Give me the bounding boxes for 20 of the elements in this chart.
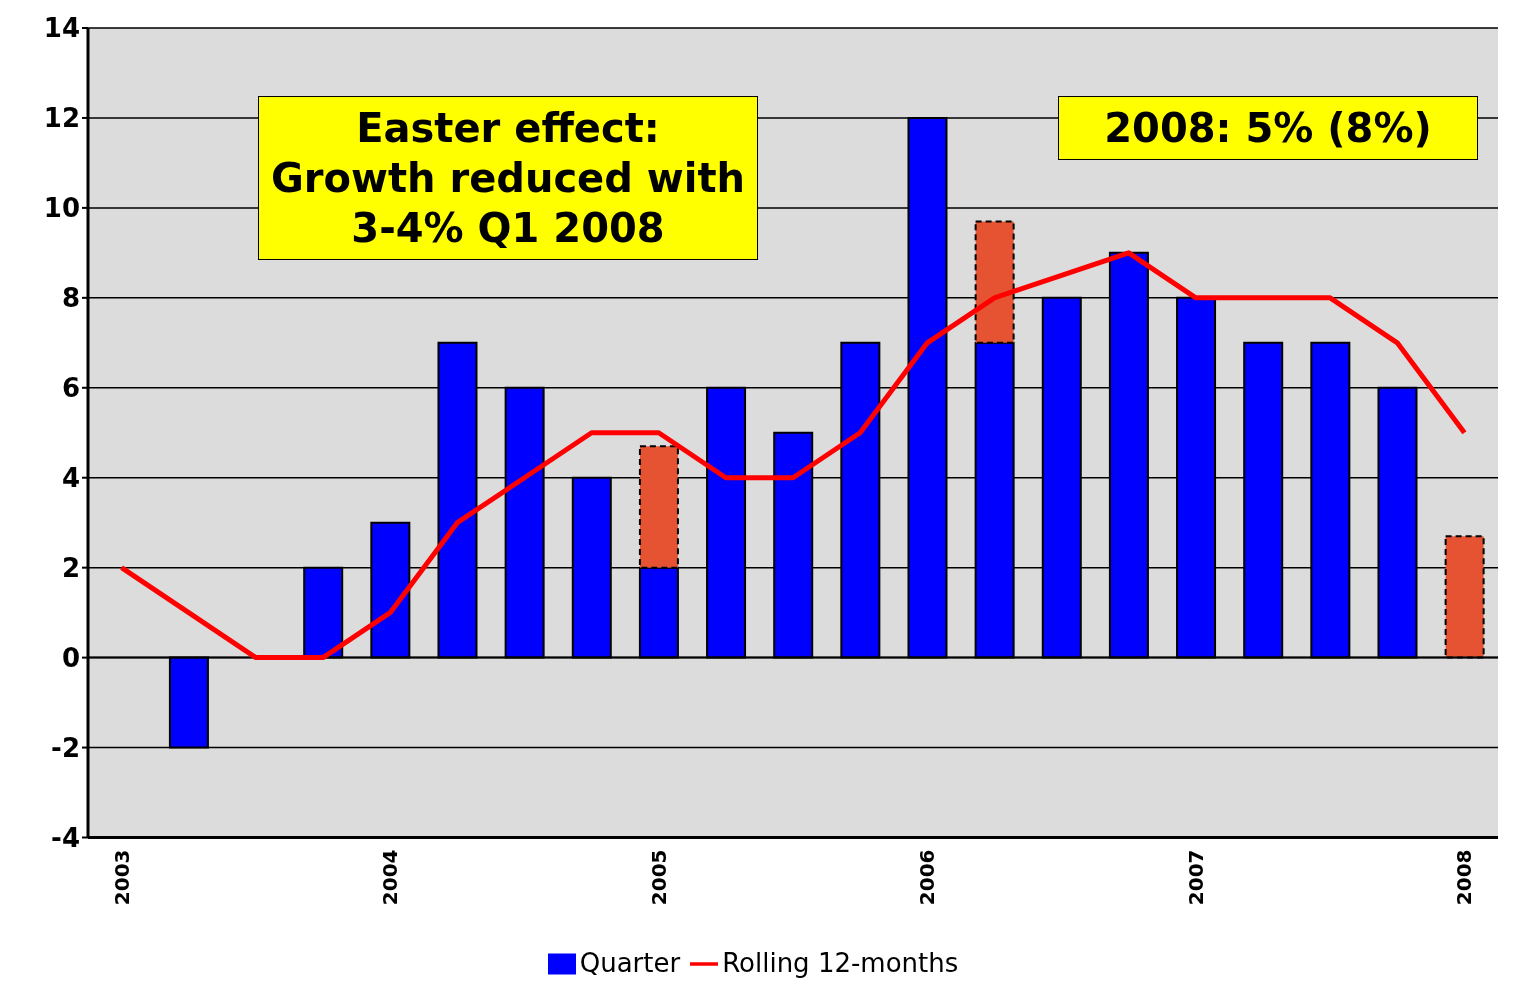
- x-tick-label: 2005: [646, 849, 671, 906]
- y-tick-label: 12: [43, 103, 80, 134]
- x-tick-label: 2003: [109, 849, 134, 906]
- y-tick-label: 2: [61, 552, 80, 583]
- y-tick-label: -4: [51, 822, 80, 853]
- annotation: 2008: 5% (8%): [1058, 96, 1478, 160]
- y-tick-label: 8: [61, 283, 80, 314]
- x-tick-label: 2007: [1183, 849, 1208, 906]
- y-tick-label: 10: [43, 193, 80, 224]
- x-tick-label: 2006: [915, 849, 940, 906]
- annotation: Easter effect: Growth reduced with 3-4% Q1 2008: [258, 96, 758, 260]
- legend-label: Quarter: [579, 947, 681, 978]
- y-tick-label: 14: [43, 13, 80, 44]
- y-tick-label: 0: [61, 642, 80, 673]
- x-tick-label: 2004: [378, 849, 403, 906]
- legend-label: Rolling 12-months: [722, 947, 959, 978]
- y-tick-label: -2: [51, 732, 80, 763]
- y-tick-label: 6: [61, 373, 80, 404]
- y-tick-label: 4: [61, 462, 80, 493]
- x-tick-label: 2008: [1452, 849, 1477, 906]
